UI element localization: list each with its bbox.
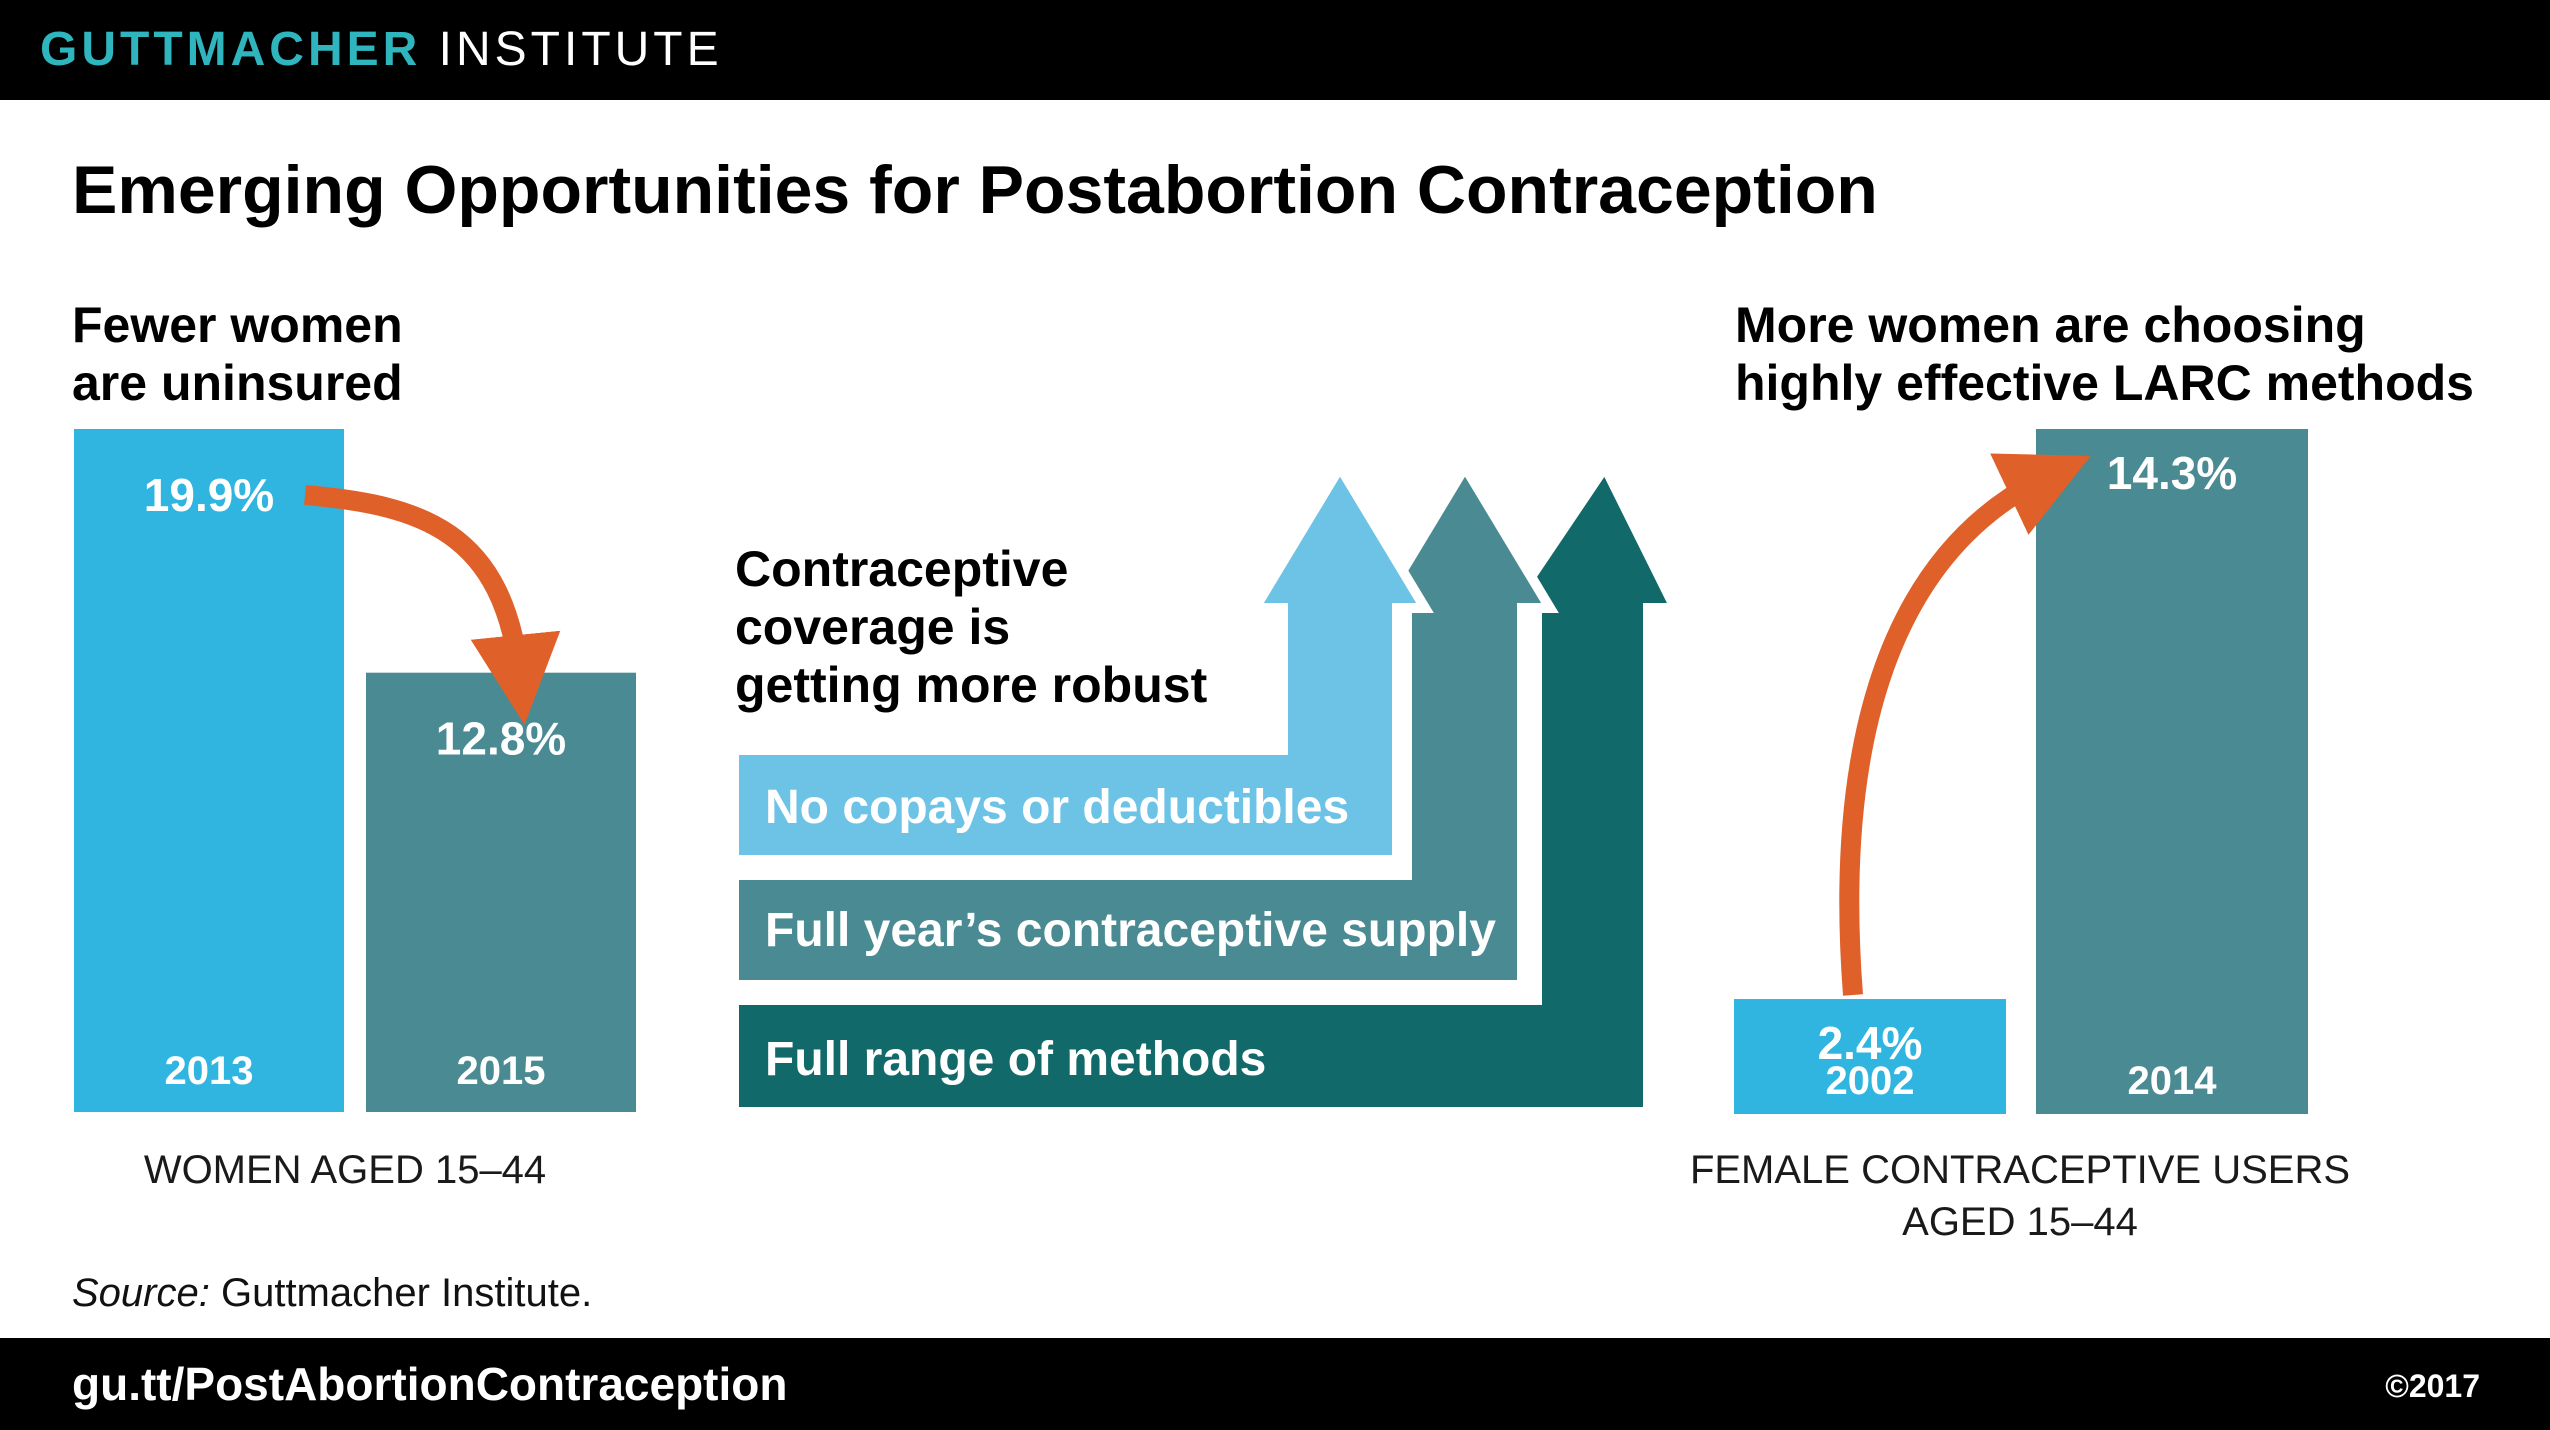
uninsured-chart: 19.9% 2013 12.8% 2015 [74,429,636,1112]
middle-heading: Contraceptive coverage is getting more r… [735,540,1207,714]
middle-heading-line1: Contraceptive [735,541,1069,597]
right-axis-label-line1: FEMALE CONTRACEPTIVE USERS [1689,1148,2351,1192]
brand-name-bold: GUTTMACHER [40,23,422,76]
step-arrow-dark [729,457,1684,1117]
header-bar [0,0,2550,100]
value-label-2002: 2.4% [1818,1017,1923,1069]
bar-2014 [2036,429,2308,1114]
right-heading-line1: More women are choosing [1735,297,2366,353]
right-axis-label-line2: AGED 15–44 [1902,1200,2138,1244]
category-label-2002: 2002 [1826,1059,1915,1103]
step-arrow-light [729,457,1434,865]
bar-2002 [1734,999,2006,1114]
source-prefix: Source: [72,1271,210,1315]
step-label-supply: Full year’s contraceptive supply [765,904,1496,957]
category-label-2013: 2013 [165,1049,254,1093]
category-label-2014: 2014 [2128,1059,2218,1103]
left-heading: Fewer women are uninsured [72,296,403,412]
left-heading-line2: are uninsured [72,355,403,411]
footer-bar [0,1338,2550,1430]
right-heading-line2: highly effective LARC methods [1735,355,2474,411]
larc-chart: 2.4%2002 14.3% 2014 [1734,429,2308,1114]
step-arrow-teal [729,457,1559,990]
source-text: Guttmacher Institute. [209,1271,593,1315]
footer-url[interactable]: gu.tt/PostAbortionContraception [72,1358,788,1410]
footer-copyright: ©2017 [2385,1368,2480,1404]
coverage-steps: No copays or deductibles Full year’s con… [729,457,1684,1117]
value-label-2014: 14.3% [2107,447,2237,499]
middle-heading-line2: coverage is [735,599,1011,655]
step-label-methods: Full range of methods [765,1033,1266,1086]
category-label-2015: 2015 [457,1049,546,1093]
step-label-copays: No copays or deductibles [765,781,1349,834]
value-label-2015: 12.8% [436,713,566,765]
page-title: Emerging Opportunities for Postabortion … [72,152,1878,228]
left-axis-label: WOMEN AGED 15–44 [143,1148,547,1192]
left-heading-line1: Fewer women [72,297,403,353]
source-note: Source: Guttmacher Institute. [72,1268,592,1318]
bar-2015 [366,672,636,1112]
middle-heading-line3: getting more robust [735,657,1208,713]
value-label-2013: 19.9% [144,469,274,521]
brand-name-light: INSTITUTE [438,23,723,76]
increase-arrow-icon [1839,453,2091,996]
right-axis-label: FEMALE CONTRACEPTIVE USERS AGED 15–44 [1620,1144,2420,1248]
right-heading: More women are choosing highly effective… [1735,296,2474,412]
brand-logo: GUTTMACHER INSTITUTE [40,22,723,78]
decrease-arrow-icon [304,485,561,725]
bar-2013 [74,429,344,1112]
